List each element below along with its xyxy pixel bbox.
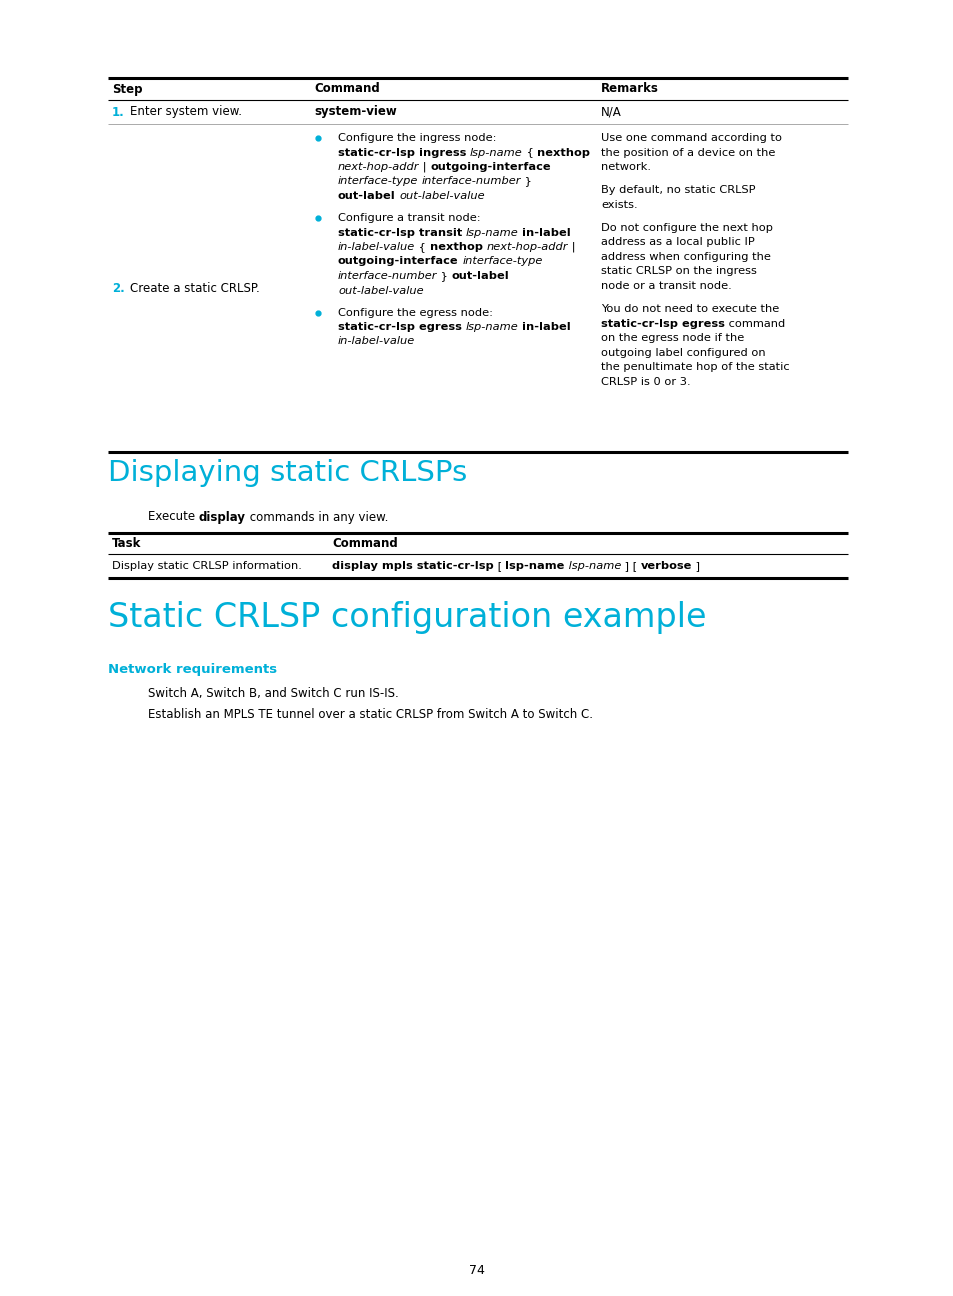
- Text: in-label-value: in-label-value: [337, 337, 415, 346]
- Text: lsp-name: lsp-name: [465, 321, 517, 332]
- Text: static-cr-lsp egress: static-cr-lsp egress: [337, 321, 461, 332]
- Text: Step: Step: [112, 83, 142, 96]
- Text: interface-type: interface-type: [462, 257, 542, 267]
- Text: the penultimate hop of the static: the penultimate hop of the static: [600, 362, 789, 372]
- Text: on the egress node if the: on the egress node if the: [600, 333, 743, 343]
- Text: system-view: system-view: [314, 105, 396, 118]
- Text: |: |: [567, 242, 575, 253]
- Text: next-hop-addr: next-hop-addr: [486, 242, 567, 251]
- Text: next-hop-addr: next-hop-addr: [337, 162, 419, 172]
- Text: Do not configure the next hop: Do not configure the next hop: [600, 223, 772, 233]
- Text: exists.: exists.: [600, 200, 637, 210]
- Text: nexthop: nexthop: [429, 242, 482, 251]
- Text: display mpls static-cr-lsp: display mpls static-cr-lsp: [332, 561, 494, 572]
- Text: Command: Command: [332, 537, 397, 550]
- Text: static-cr-lsp egress: static-cr-lsp egress: [600, 319, 724, 329]
- Text: lsp-name: lsp-name: [465, 228, 518, 237]
- Text: interface-number: interface-number: [337, 271, 436, 281]
- Text: lsp-name: lsp-name: [564, 561, 620, 572]
- Text: in-label: in-label: [521, 228, 571, 237]
- Text: ] [: ] [: [620, 561, 640, 572]
- Text: 74: 74: [469, 1264, 484, 1277]
- Text: Network requirements: Network requirements: [108, 662, 276, 675]
- Text: static-cr-lsp ingress: static-cr-lsp ingress: [337, 148, 466, 158]
- Text: static CRLSP on the ingress: static CRLSP on the ingress: [600, 267, 756, 276]
- Text: }: }: [436, 271, 452, 281]
- Text: Configure the egress node:: Configure the egress node:: [337, 307, 493, 318]
- Text: Create a static CRLSP.: Create a static CRLSP.: [130, 281, 259, 294]
- Text: 2.: 2.: [112, 281, 125, 294]
- Text: in-label: in-label: [521, 321, 570, 332]
- Text: lsp-name: lsp-name: [470, 148, 522, 158]
- Text: out-label-value: out-label-value: [399, 191, 484, 201]
- Text: Remarks: Remarks: [600, 83, 659, 96]
- Text: nexthop: nexthop: [537, 148, 590, 158]
- Text: {: {: [522, 148, 537, 158]
- Text: in-label-value: in-label-value: [337, 242, 415, 251]
- Text: Command: Command: [314, 83, 379, 96]
- Text: ]: ]: [692, 561, 700, 572]
- Text: Use one command according to: Use one command according to: [600, 133, 781, 143]
- Text: 1.: 1.: [112, 105, 125, 118]
- Text: verbose: verbose: [640, 561, 692, 572]
- Text: Configure the ingress node:: Configure the ingress node:: [337, 133, 496, 143]
- Text: outgoing label configured on: outgoing label configured on: [600, 347, 765, 358]
- Text: outgoing-interface: outgoing-interface: [430, 162, 551, 172]
- Text: address as a local public IP: address as a local public IP: [600, 237, 754, 248]
- Text: }: }: [521, 176, 532, 187]
- Text: CRLSP is 0 or 3.: CRLSP is 0 or 3.: [600, 377, 690, 386]
- Text: You do not need to execute the: You do not need to execute the: [600, 305, 779, 314]
- Text: {: {: [415, 242, 429, 251]
- Text: command: command: [724, 319, 784, 329]
- Text: Task: Task: [112, 537, 141, 550]
- Text: commands in any view.: commands in any view.: [246, 511, 388, 524]
- Text: outgoing-interface: outgoing-interface: [337, 257, 458, 267]
- Text: address when configuring the: address when configuring the: [600, 251, 770, 262]
- Text: interface-number: interface-number: [421, 176, 521, 187]
- Text: Establish an MPLS TE tunnel over a static CRLSP from Switch A to Switch C.: Establish an MPLS TE tunnel over a stati…: [148, 708, 593, 721]
- Text: node or a transit node.: node or a transit node.: [600, 281, 731, 290]
- Text: Execute: Execute: [148, 511, 198, 524]
- Text: out-label-value: out-label-value: [337, 285, 423, 295]
- Text: Enter system view.: Enter system view.: [130, 105, 242, 118]
- Text: Configure a transit node:: Configure a transit node:: [337, 213, 480, 223]
- Text: Displaying static CRLSPs: Displaying static CRLSPs: [108, 459, 467, 487]
- Text: display: display: [198, 511, 246, 524]
- Text: interface-type: interface-type: [337, 176, 418, 187]
- Text: out-label: out-label: [452, 271, 509, 281]
- Text: network.: network.: [600, 162, 650, 172]
- Text: By default, no static CRLSP: By default, no static CRLSP: [600, 185, 755, 196]
- Text: Switch A, Switch B, and Switch C run IS-IS.: Switch A, Switch B, and Switch C run IS-…: [148, 687, 398, 700]
- Text: Static CRLSP configuration example: Static CRLSP configuration example: [108, 601, 706, 634]
- Text: lsp-name: lsp-name: [505, 561, 564, 572]
- Text: [: [: [494, 561, 505, 572]
- Text: Display static CRLSP information.: Display static CRLSP information.: [112, 561, 301, 572]
- Text: static-cr-lsp transit: static-cr-lsp transit: [337, 228, 462, 237]
- Text: N/A: N/A: [600, 105, 621, 118]
- Text: |: |: [419, 162, 430, 172]
- Text: out-label: out-label: [337, 191, 395, 201]
- Text: the position of a device on the: the position of a device on the: [600, 148, 775, 158]
